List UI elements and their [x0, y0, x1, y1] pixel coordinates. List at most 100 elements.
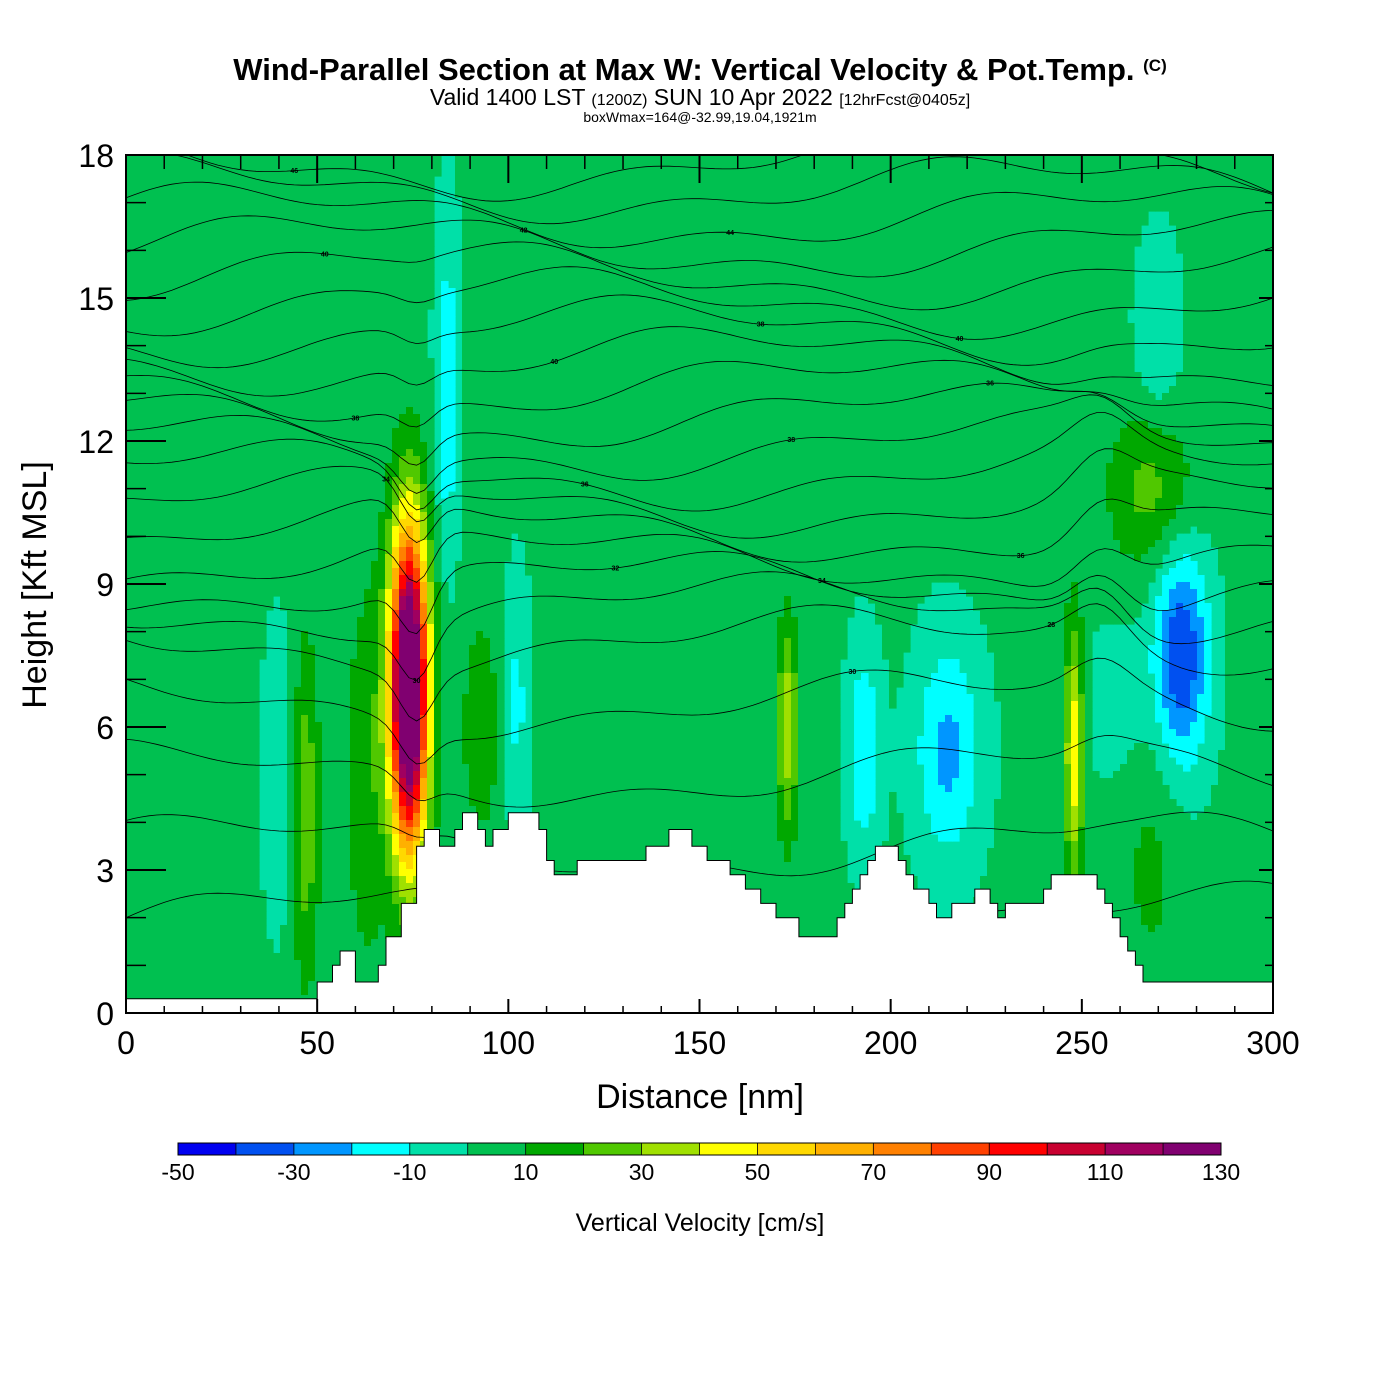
field-cell — [833, 218, 841, 226]
field-cell — [882, 281, 890, 289]
field-cell — [154, 232, 162, 240]
field-cell — [693, 358, 701, 366]
field-cell — [1071, 288, 1079, 296]
field-cell — [973, 218, 981, 226]
field-cell — [462, 330, 470, 338]
field-cell — [175, 232, 183, 240]
field-cell — [581, 274, 589, 282]
field-cell — [602, 344, 610, 352]
field-cell — [861, 211, 869, 219]
field-cell — [966, 232, 974, 240]
field-cell — [609, 253, 617, 261]
field-cell — [1211, 309, 1219, 317]
field-cell — [504, 267, 512, 275]
field-cell — [798, 253, 806, 261]
field-cell — [742, 288, 750, 296]
field-cell — [1176, 197, 1184, 205]
field-cell — [693, 351, 701, 359]
field-cell — [1253, 253, 1261, 261]
field-cell — [791, 330, 799, 338]
field-cell — [945, 162, 953, 170]
field-cell — [861, 246, 869, 254]
field-cell — [217, 197, 225, 205]
field-cell — [910, 309, 918, 317]
field-cell — [399, 288, 407, 296]
field-cell — [938, 330, 946, 338]
field-cell — [560, 365, 568, 373]
field-cell — [259, 337, 267, 345]
field-cell — [742, 204, 750, 212]
field-cell — [609, 267, 617, 275]
field-cell — [931, 162, 939, 170]
field-cell — [133, 288, 141, 296]
field-cell — [658, 302, 666, 310]
field-cell — [280, 274, 288, 282]
field-cell — [952, 344, 960, 352]
field-cell — [469, 323, 477, 331]
field-cell — [728, 351, 736, 359]
field-cell — [693, 211, 701, 219]
field-cell — [567, 316, 575, 324]
field-cell — [546, 197, 554, 205]
field-cell — [308, 204, 316, 212]
field-cell — [931, 323, 939, 331]
field-cell — [1120, 316, 1128, 324]
field-cell — [539, 218, 547, 226]
field-cell — [1106, 372, 1114, 380]
field-cell — [798, 176, 806, 184]
field-cell — [833, 281, 841, 289]
field-cell — [301, 358, 309, 366]
field-cell — [1162, 155, 1170, 163]
field-cell — [637, 302, 645, 310]
field-cell — [399, 183, 407, 191]
field-cell — [259, 351, 267, 359]
field-cell — [630, 183, 638, 191]
field-cell — [1064, 260, 1072, 268]
field-cell — [518, 288, 526, 296]
field-cell — [189, 197, 197, 205]
field-cell — [980, 351, 988, 359]
field-cell — [161, 204, 169, 212]
field-cell — [588, 190, 596, 198]
field-cell — [329, 295, 337, 303]
field-cell — [952, 295, 960, 303]
field-cell — [770, 344, 778, 352]
field-cell — [602, 309, 610, 317]
field-cell — [259, 267, 267, 275]
field-cell — [504, 232, 512, 240]
field-cell — [203, 344, 211, 352]
field-cell — [175, 260, 183, 268]
field-cell — [882, 344, 890, 352]
field-cell — [224, 246, 232, 254]
field-cell — [287, 190, 295, 198]
field-cell — [651, 190, 659, 198]
field-cell — [168, 281, 176, 289]
field-cell — [777, 344, 785, 352]
field-cell — [329, 337, 337, 345]
field-cell — [217, 365, 225, 373]
field-cell — [1197, 337, 1205, 345]
field-cell — [952, 162, 960, 170]
field-cell — [770, 295, 778, 303]
field-cell — [1113, 302, 1121, 310]
field-cell — [826, 337, 834, 345]
field-cell — [553, 183, 561, 191]
field-cell — [714, 246, 722, 254]
field-cell — [371, 246, 379, 254]
field-cell — [217, 155, 225, 163]
field-cell — [567, 169, 575, 177]
field-cell — [1197, 288, 1205, 296]
field-cell — [161, 197, 169, 205]
field-cell — [315, 295, 323, 303]
field-cell — [378, 281, 386, 289]
field-cell — [1239, 260, 1247, 268]
field-cell — [777, 260, 785, 268]
field-cell — [1050, 288, 1058, 296]
field-cell — [987, 204, 995, 212]
field-cell — [924, 218, 932, 226]
field-cell — [504, 302, 512, 310]
field-cell — [1246, 176, 1254, 184]
field-cell — [175, 337, 183, 345]
field-cell — [1246, 260, 1254, 268]
field-cell — [903, 344, 911, 352]
